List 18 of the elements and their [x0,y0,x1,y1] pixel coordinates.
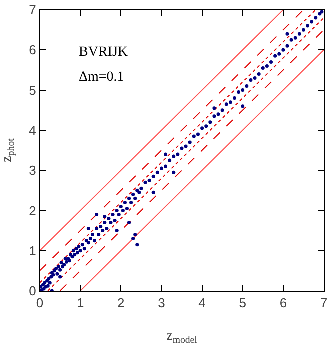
y-tick-label: 1 [29,243,36,258]
y-tick-label: 3 [29,163,36,178]
x-tick-label: 4 [198,296,206,311]
y-tick-label: 0 [29,284,36,299]
y-tick-label: 5 [29,82,36,98]
y-tick-label: 2 [29,203,36,218]
x-tick-label: 5 [239,296,246,311]
y-tick-label: 4 [29,122,36,138]
y-tick-label: 7 [29,2,36,18]
annotation: Δm=0.1 [79,70,124,85]
y-tick-label: 6 [29,42,36,58]
x-tick-label: 1 [76,296,84,311]
x-axis-title: z$_{model}$ [166,329,198,346]
annotation: BVRIJK [79,45,128,60]
x-tick-label: 3 [158,296,166,311]
x-tick-label: 7 [320,296,328,311]
x-tick-label: 2 [118,296,125,311]
x-tick-label: 6 [280,296,288,311]
